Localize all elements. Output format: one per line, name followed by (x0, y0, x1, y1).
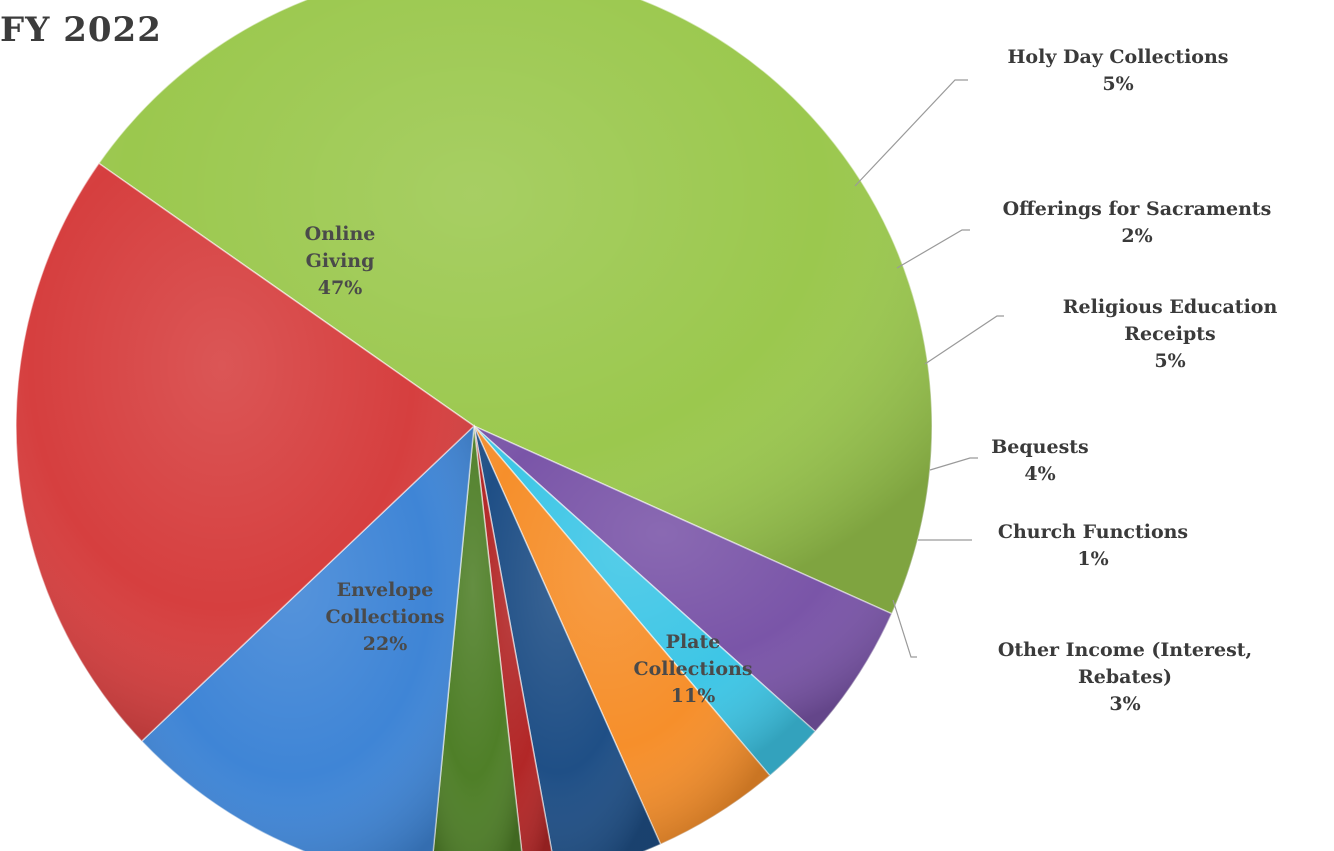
slice-label-other-income-interest-rebates: Other Income (Interest, Rebates) 3% (998, 639, 1252, 715)
slice-label-line: Church Functions (998, 521, 1188, 543)
slice-label-offerings-for-sacraments: Offerings for Sacraments 2% (1003, 198, 1272, 247)
slice-percent: 1% (1077, 548, 1108, 570)
leader-line-bequests (930, 458, 978, 470)
slice-label-line: Holy Day Collections (1007, 46, 1228, 68)
slice-label-line: Receipts (1124, 323, 1216, 345)
slice-label-line: Other Income (Interest, (998, 639, 1252, 661)
leader-line-offerings-for-sacraments (897, 230, 970, 268)
slice-label-line: Bequests (991, 436, 1089, 458)
slice-percent: 5% (1102, 73, 1133, 95)
slice-label-line: Giving (306, 250, 375, 272)
slice-label-line: Rebates) (1078, 666, 1172, 688)
slice-percent: 5% (1154, 350, 1185, 372)
slice-label-line: Envelope (337, 579, 434, 601)
slice-percent: 22% (363, 633, 408, 655)
leader-line-religious-education-receipts (925, 316, 1004, 364)
slice-label-line: Religious Education (1063, 296, 1278, 318)
slice-label-line: Collections (325, 606, 444, 628)
slice-percent: 47% (318, 277, 363, 299)
slice-percent: 11% (671, 685, 716, 707)
slice-label-bequests: Bequests 4% (991, 436, 1089, 485)
slice-label-line: Collections (633, 658, 752, 680)
slice-label-religious-education-receipts: Religious Education Receipts 5% (1063, 296, 1278, 372)
slice-percent: 3% (1109, 693, 1140, 715)
leader-line-holy-day-collections (855, 80, 968, 186)
slice-label-line: Plate (666, 631, 721, 653)
leader-line-other-income-interest-rebates (893, 600, 917, 657)
slice-label-line: Online (305, 223, 376, 245)
slice-percent: 4% (1024, 463, 1055, 485)
slice-label-holy-day-collections: Holy Day Collections 5% (1007, 46, 1228, 95)
slice-label-church-functions: Church Functions 1% (998, 521, 1188, 570)
slice-percent: 2% (1121, 225, 1152, 247)
slice-label-line: Offerings for Sacraments (1003, 198, 1272, 220)
